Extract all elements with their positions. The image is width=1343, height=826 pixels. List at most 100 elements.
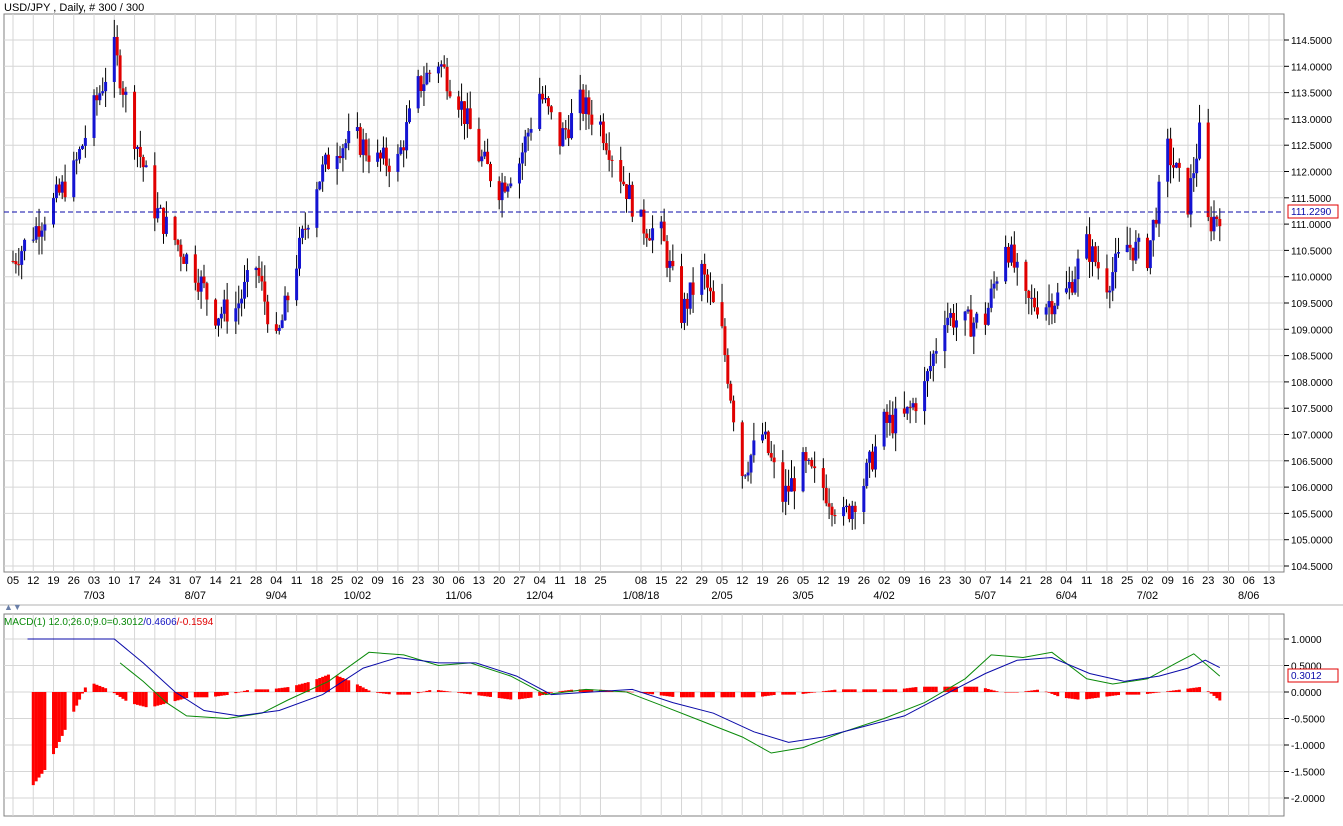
- histogram-bar: [176, 692, 180, 701]
- candle-body: [1056, 292, 1060, 306]
- candle-body: [813, 466, 817, 469]
- histogram-bar: [324, 675, 328, 692]
- candle-body: [558, 112, 562, 147]
- price-tick-label: 106.0000: [1291, 483, 1333, 494]
- histogram-bar: [1047, 692, 1051, 693]
- histogram-bar: [766, 692, 770, 696]
- panel-collapse-arrows-icon[interactable]: ▲▼: [4, 602, 22, 612]
- candle-body: [1171, 165, 1175, 168]
- time-tick-label: 21: [1020, 575, 1032, 587]
- candle-body: [153, 165, 157, 219]
- histogram-bar: [193, 692, 197, 698]
- candle-body: [1128, 244, 1132, 248]
- time-tick-label: 07: [979, 575, 991, 587]
- histogram-bar: [133, 692, 137, 705]
- macd-tick-label: 1.0000: [1291, 635, 1322, 646]
- histogram-bar: [1027, 690, 1031, 692]
- candle-body: [894, 408, 898, 434]
- candle-body: [541, 93, 545, 100]
- histogram-bar: [662, 692, 666, 696]
- candle-body: [711, 291, 715, 303]
- histogram-bar: [1148, 692, 1152, 694]
- candle-body: [104, 81, 108, 92]
- time-tick-label: 14: [209, 575, 221, 587]
- histogram-bar: [52, 692, 56, 755]
- candle-body: [63, 181, 67, 198]
- candle-body: [746, 472, 750, 476]
- candle-body: [95, 95, 99, 101]
- candle-body: [367, 155, 371, 162]
- candle-body: [570, 113, 574, 139]
- histogram-bar: [135, 692, 139, 705]
- histogram-bar: [367, 690, 371, 692]
- candle-body: [627, 184, 631, 200]
- histogram-bar: [260, 689, 264, 692]
- candle-body: [465, 108, 469, 125]
- candle-body: [1044, 307, 1048, 315]
- candle-body: [379, 152, 383, 159]
- macd-tick-label: 0.5000: [1291, 662, 1322, 673]
- histogram-bar: [277, 688, 281, 692]
- candle-body: [1012, 244, 1016, 268]
- histogram-bar: [688, 692, 692, 698]
- candle-body: [138, 146, 142, 157]
- histogram-bar: [63, 692, 67, 730]
- price-plot-area[interactable]: [3, 13, 1285, 573]
- histogram-bar: [506, 692, 510, 700]
- time-tick-label: 02: [1141, 575, 1153, 587]
- time-tick-label: 24: [149, 575, 161, 587]
- candle-body: [381, 147, 385, 159]
- candle-body: [726, 354, 730, 384]
- histogram-bar: [931, 686, 935, 692]
- candle-body: [1004, 246, 1008, 282]
- candle-body: [911, 403, 915, 408]
- histogram-bar: [60, 692, 64, 736]
- candle-body: [1198, 122, 1202, 159]
- histogram-bar: [1145, 692, 1149, 694]
- histogram-bar: [659, 692, 663, 696]
- candle-body: [245, 270, 249, 282]
- candle-body: [847, 505, 851, 520]
- histogram-bar: [303, 682, 307, 692]
- price-tick-label: 111.5000: [1291, 194, 1332, 205]
- histogram-bar: [347, 680, 351, 692]
- histogram-bar: [969, 686, 973, 692]
- histogram-bar: [156, 692, 160, 706]
- last-price-value: 111.2290: [1291, 207, 1332, 218]
- candle-body: [159, 207, 163, 209]
- candle-body: [240, 298, 244, 304]
- histogram-bar: [763, 692, 767, 697]
- price-tick-label: 113.5000: [1291, 89, 1332, 100]
- histogram-bar: [1007, 692, 1011, 693]
- histogram-bar: [564, 690, 568, 692]
- histogram-bar: [222, 692, 226, 696]
- candle-body: [234, 308, 238, 322]
- time-tick-label: 30: [959, 575, 971, 587]
- time-tick-label: 04: [1060, 575, 1072, 587]
- month-label: 12/04: [526, 590, 554, 602]
- histogram-bar: [983, 688, 987, 692]
- histogram-bar: [37, 692, 41, 778]
- macd-tick-label: -1.5000: [1291, 768, 1325, 779]
- candle-body: [196, 282, 200, 292]
- candle-body: [445, 66, 449, 92]
- histogram-bar: [468, 692, 472, 695]
- histogram-bar: [286, 687, 290, 692]
- candle-body: [1096, 262, 1100, 269]
- histogram-bar: [1111, 692, 1115, 696]
- candle-body: [135, 146, 139, 149]
- histogram-bar: [1186, 688, 1190, 692]
- time-tick-label: 26: [858, 575, 870, 587]
- candle-body: [1093, 246, 1097, 263]
- candle-body: [1030, 297, 1034, 299]
- candle-body: [523, 136, 527, 153]
- macd-line: [119, 651, 1221, 754]
- histogram-bar: [833, 689, 837, 692]
- candle-body: [952, 312, 956, 328]
- macd-tick-label: 0.0000: [1291, 688, 1322, 699]
- candle-body: [844, 505, 848, 508]
- candle-body: [1177, 162, 1181, 168]
- macd-plot-area[interactable]: [3, 613, 1285, 817]
- histogram-bar: [1125, 692, 1129, 695]
